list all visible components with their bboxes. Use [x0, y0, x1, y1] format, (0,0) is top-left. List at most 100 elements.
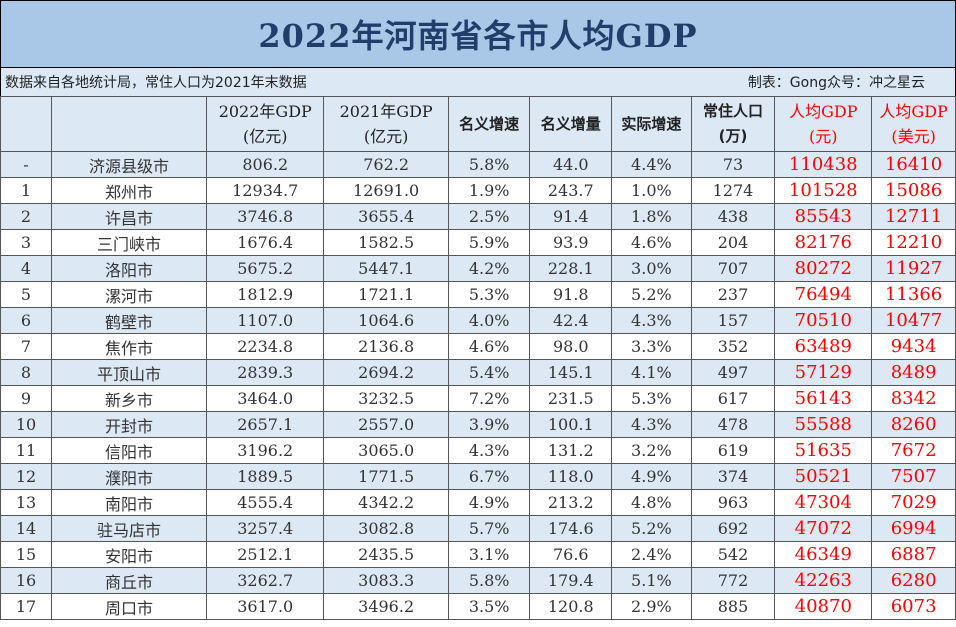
column-header-line2: (美元) — [891, 127, 936, 146]
table-cell: 438 — [690, 203, 776, 230]
table-cell: 6.7% — [447, 463, 531, 490]
table-cell: 郑州市 — [50, 177, 208, 204]
table-cell: 4555.4 — [206, 489, 325, 516]
table-cell: 开封市 — [50, 411, 208, 438]
table-cell: 16 — [0, 567, 52, 594]
table-cell: 497 — [690, 359, 776, 386]
table-cell: 1812.9 — [206, 281, 325, 308]
table-cell: 5.1% — [611, 567, 692, 594]
table-cell: 7 — [0, 333, 52, 360]
table-cell: 6 — [0, 307, 52, 334]
table-cell: 4.9% — [611, 463, 692, 490]
table-cell: 7507 — [871, 463, 956, 490]
table-cell: 周口市 — [50, 593, 208, 620]
table-cell: 3082.8 — [323, 515, 449, 542]
table-cell: 4.6% — [611, 229, 692, 256]
table-cell: 4342.2 — [323, 489, 449, 516]
table-cell: 4 — [0, 255, 52, 282]
column-header-line1: 2022年GDP — [218, 102, 312, 121]
table-cell: 3746.8 — [206, 203, 325, 230]
table-cell: 4.4% — [611, 151, 692, 178]
table-cell: 3262.7 — [206, 567, 325, 594]
table-cell: 619 — [690, 437, 776, 464]
table-row: 9 新乡市 3464.0 3232.5 7.2% 231.5 5.3% 617 56143 834… — [0, 385, 956, 412]
table-cell: 110438 — [774, 151, 873, 178]
column-header-4: 名义增速 — [447, 96, 531, 152]
table-row: - 济源县级市 806.2 762.2 5.8% 44.0 4.4% 73 110438 1641… — [0, 151, 956, 178]
table-cell: 5.8% — [447, 567, 531, 594]
table-cell: 安阳市 — [50, 541, 208, 568]
table-cell: 15 — [0, 541, 52, 568]
table-row: 4 洛阳市 5675.2 5447.1 4.2% 228.1 3.0% 707 80272 119… — [0, 255, 956, 282]
table-cell: 352 — [690, 333, 776, 360]
table-cell: 4.0% — [447, 307, 531, 334]
table-cell: 6073 — [871, 593, 956, 620]
table-cell: 2512.1 — [206, 541, 325, 568]
table-cell: 131.2 — [529, 437, 613, 464]
table-cell: 617 — [690, 385, 776, 412]
table-cell: 12210 — [871, 229, 956, 256]
source-bar: 数据来自各地统计局，常住人口为2021年末数据 制表：Gong众号：冲之星云 — [0, 68, 956, 96]
table-cell: 1107.0 — [206, 307, 325, 334]
table-cell: 洛阳市 — [50, 255, 208, 282]
table-cell: 三门峡市 — [50, 229, 208, 256]
table-cell: 4.6% — [447, 333, 531, 360]
table-row: 8 平顶山市 2839.3 2694.2 5.4% 145.1 4.1% 497 57129 84… — [0, 359, 956, 386]
table-cell: 478 — [690, 411, 776, 438]
table-cell: 13 — [0, 489, 52, 516]
table-cell: 12711 — [871, 203, 956, 230]
table-cell: 5.7% — [447, 515, 531, 542]
table-cell: 濮阳市 — [50, 463, 208, 490]
column-header-0 — [0, 96, 52, 152]
table-cell: 8 — [0, 359, 52, 386]
table-row: 6 鹤壁市 1107.0 1064.6 4.0% 42.4 4.3% 157 70510 1047… — [0, 307, 956, 334]
table-cell: 243.7 — [529, 177, 613, 204]
title-bar: 2022年河南省各市人均GDP — [0, 0, 956, 68]
table-cell: 5 — [0, 281, 52, 308]
table-cell: 15086 — [871, 177, 956, 204]
table-cell: 4.2% — [447, 255, 531, 282]
table-cell: 1274 — [690, 177, 776, 204]
table-cell: 4.3% — [611, 411, 692, 438]
column-header-line1: 常住人口 — [702, 102, 763, 120]
table-cell: 11927 — [871, 255, 956, 282]
table-cell: 1 — [0, 177, 52, 204]
table-cell: 228.1 — [529, 255, 613, 282]
table-cell: - — [0, 151, 52, 178]
table-cell: 5.9% — [447, 229, 531, 256]
table-row: 14 驻马店市 3257.4 3082.8 5.7% 174.6 5.2% 692 47072 6… — [0, 515, 956, 542]
column-header-1 — [50, 96, 208, 152]
column-header-5: 名义增量 — [529, 96, 613, 152]
table-row: 13 南阳市 4555.4 4342.2 4.9% 213.2 4.8% 963 47304 70… — [0, 489, 956, 516]
table-cell: 3655.4 — [323, 203, 449, 230]
table-cell: 82176 — [774, 229, 873, 256]
table-cell: 1721.1 — [323, 281, 449, 308]
table-cell: 204 — [690, 229, 776, 256]
column-header-3: 2021年GDP (亿元) — [323, 96, 449, 152]
column-header-line1: 名义增量 — [540, 114, 601, 133]
source-note: 数据来自各地统计局，常住人口为2021年末数据 — [5, 75, 307, 91]
table-row: 16 商丘市 3262.7 3083.3 5.8% 179.4 5.1% 772 42263 62… — [0, 567, 956, 594]
table-cell: 8489 — [871, 359, 956, 386]
table-cell: 2.4% — [611, 541, 692, 568]
table-cell: 商丘市 — [50, 567, 208, 594]
table-row: 7 焦作市 2234.8 2136.8 4.6% 98.0 3.3% 352 63489 9434 — [0, 333, 956, 360]
table-row: 5 漯河市 1812.9 1721.1 5.3% 91.8 5.2% 237 76494 1136… — [0, 281, 956, 308]
table-cell: 2.5% — [447, 203, 531, 230]
table-cell: 6280 — [871, 567, 956, 594]
table-cell: 7029 — [871, 489, 956, 516]
table-cell: 2557.0 — [323, 411, 449, 438]
table-cell: 40870 — [774, 593, 873, 620]
table-cell: 3 — [0, 229, 52, 256]
table-cell: 7.2% — [447, 385, 531, 412]
table-cell: 91.8 — [529, 281, 613, 308]
table-row: 15 安阳市 2512.1 2435.5 3.1% 76.6 2.4% 542 46349 688… — [0, 541, 956, 568]
table-cell: 98.0 — [529, 333, 613, 360]
table-cell: 14 — [0, 515, 52, 542]
table-cell: 3496.2 — [323, 593, 449, 620]
table-cell: 4.8% — [611, 489, 692, 516]
table-cell: 3.0% — [611, 255, 692, 282]
table-cell: 许昌市 — [50, 203, 208, 230]
table-cell: 8342 — [871, 385, 956, 412]
